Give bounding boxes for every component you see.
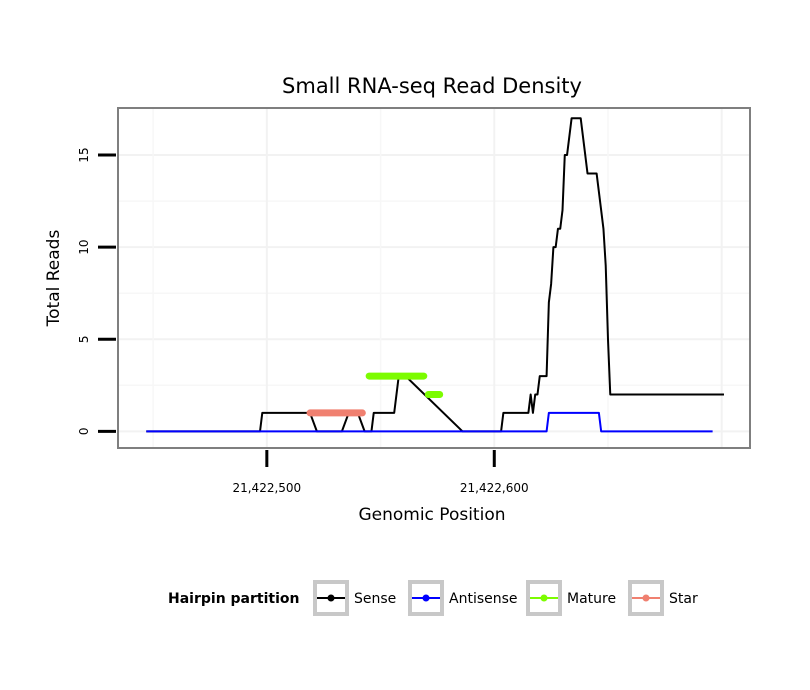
y-tick-label: 5: [77, 335, 91, 343]
y-axis: 0 5 10 15: [77, 147, 116, 435]
legend-dot-sense: [327, 594, 335, 602]
y-tick-label: 10: [77, 240, 91, 255]
x-tick-label: 21,422,600: [460, 481, 529, 495]
legend-label-sense: Sense: [354, 591, 396, 607]
legend-dot-star: [642, 594, 650, 602]
series-layer: [146, 117, 724, 433]
legend-label-star: Star: [669, 591, 698, 607]
grid: [119, 109, 749, 447]
x-axis: 21,422,500 21,422,600: [232, 450, 529, 495]
legend-title: Hairpin partition: [168, 591, 299, 607]
y-tick-label: 0: [77, 428, 91, 436]
y-axis-title: Total Reads: [44, 230, 64, 328]
legend-label-mature: Mature: [567, 591, 616, 607]
legend-dot-antisense: [422, 594, 430, 602]
legend: Hairpin partition Sense Antisense Mature St…: [168, 580, 698, 616]
chart-title: Small RNA-seq Read Density: [282, 74, 582, 98]
legend-label-antisense: Antisense: [449, 591, 518, 607]
plot-border: [117, 107, 751, 449]
antisense-line: [146, 411, 713, 433]
x-tick-label: 21,422,500: [232, 481, 301, 495]
y-tick-label: 15: [77, 147, 91, 162]
legend-dot-mature: [540, 594, 548, 602]
sense-line: [146, 117, 724, 433]
x-axis-title: Genomic Position: [358, 505, 505, 525]
